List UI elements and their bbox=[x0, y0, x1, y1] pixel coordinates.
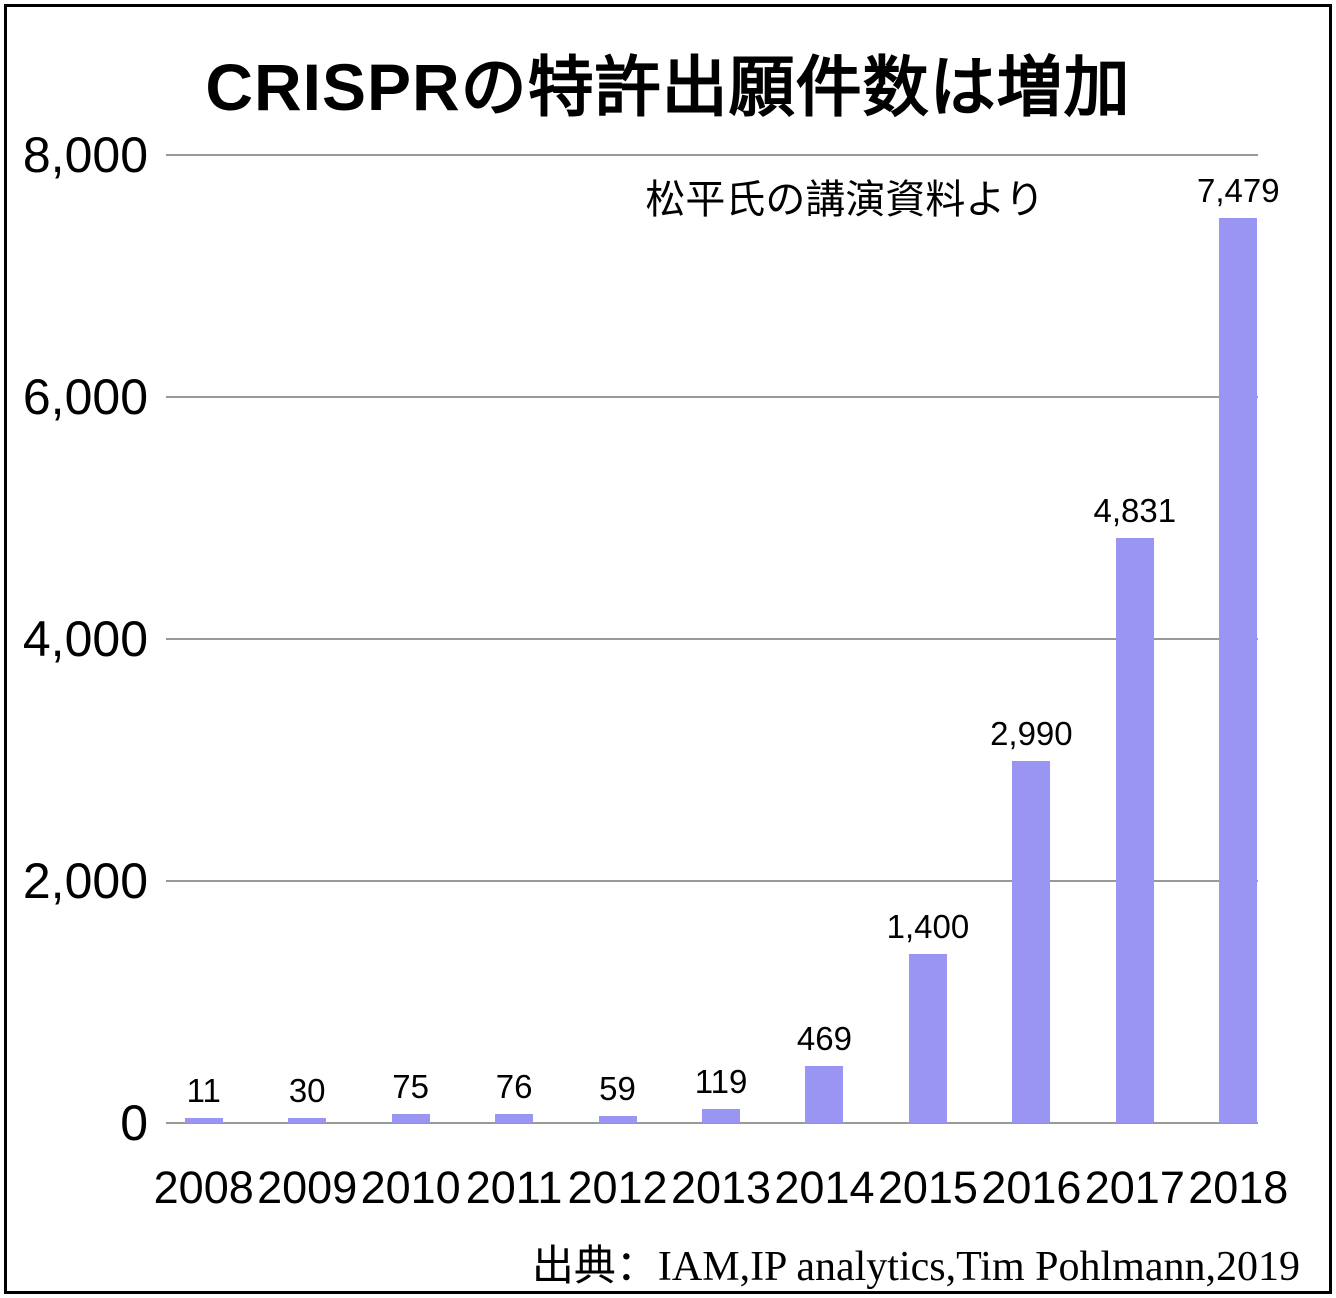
x-axis-tick-label-2012: 2012 bbox=[567, 1162, 668, 1213]
x-axis-tick-label-2016: 2016 bbox=[981, 1162, 1082, 1213]
bar-2008 bbox=[184, 1118, 223, 1123]
bar-2017 bbox=[1115, 538, 1154, 1123]
gridline-y-0 bbox=[166, 1122, 1258, 1124]
bar-2010 bbox=[391, 1114, 430, 1123]
bar-value-label-2017: 4,831 bbox=[1093, 492, 1177, 529]
bar-value-label-2010: 75 bbox=[392, 1068, 429, 1105]
x-axis-tick-label-2014: 2014 bbox=[774, 1162, 875, 1213]
y-axis-tick-label: 0 bbox=[120, 1095, 148, 1151]
y-axis-tick-label: 8,000 bbox=[22, 127, 148, 183]
bar-2018 bbox=[1219, 218, 1258, 1123]
x-axis-tick-label-2017: 2017 bbox=[1084, 1162, 1185, 1213]
x-axis-tick-label-2015: 2015 bbox=[877, 1162, 978, 1213]
bar-2012 bbox=[598, 1116, 637, 1123]
y-axis-tick-label: 4,000 bbox=[22, 611, 148, 667]
gridline-y-4000 bbox=[166, 638, 1258, 640]
bar-2009 bbox=[288, 1118, 327, 1123]
x-axis-tick-label-2009: 2009 bbox=[257, 1162, 358, 1213]
bar-2013 bbox=[702, 1109, 740, 1123]
bar-value-label-2015: 1,400 bbox=[886, 908, 970, 945]
bar-value-label-2016: 2,990 bbox=[990, 715, 1073, 752]
x-axis-tick-label-2008: 2008 bbox=[153, 1162, 254, 1213]
annotation-note: 松平氏の講演資料より bbox=[645, 177, 1045, 222]
bar-value-label-2009: 30 bbox=[288, 1072, 326, 1109]
x-axis-tick-label-2018: 2018 bbox=[1188, 1162, 1289, 1213]
bar-value-label-2012: 59 bbox=[599, 1070, 636, 1107]
chart-title: CRISPRの特許出願件数は増加 bbox=[205, 50, 1131, 124]
bar-2011 bbox=[495, 1114, 534, 1123]
x-axis-tick-label-2011: 2011 bbox=[465, 1162, 563, 1213]
bar-value-label-2011: 76 bbox=[495, 1068, 533, 1105]
source-citation: 出典：IAM,IP analytics,Tim Pohlmann,2019 bbox=[531, 1244, 1300, 1290]
y-axis-tick-label: 6,000 bbox=[22, 369, 148, 425]
bar-2015 bbox=[908, 954, 947, 1123]
y-axis-tick-label: 2,000 bbox=[22, 853, 148, 909]
gridline-y-8000 bbox=[166, 154, 1258, 156]
bar-2016 bbox=[1012, 761, 1051, 1123]
x-axis-tick-label-2013: 2013 bbox=[670, 1162, 772, 1213]
bar-2014 bbox=[805, 1066, 844, 1123]
gridline-y-2000 bbox=[166, 880, 1258, 882]
bar-value-label-2013: 119 bbox=[694, 1063, 748, 1100]
x-axis-tick-label-2010: 2010 bbox=[360, 1162, 461, 1213]
bar-value-label-2014: 469 bbox=[796, 1020, 852, 1057]
bar-value-label-2018: 7,479 bbox=[1196, 172, 1280, 209]
bar-value-label-2008: 11 bbox=[186, 1072, 221, 1109]
gridline-y-6000 bbox=[166, 396, 1258, 398]
